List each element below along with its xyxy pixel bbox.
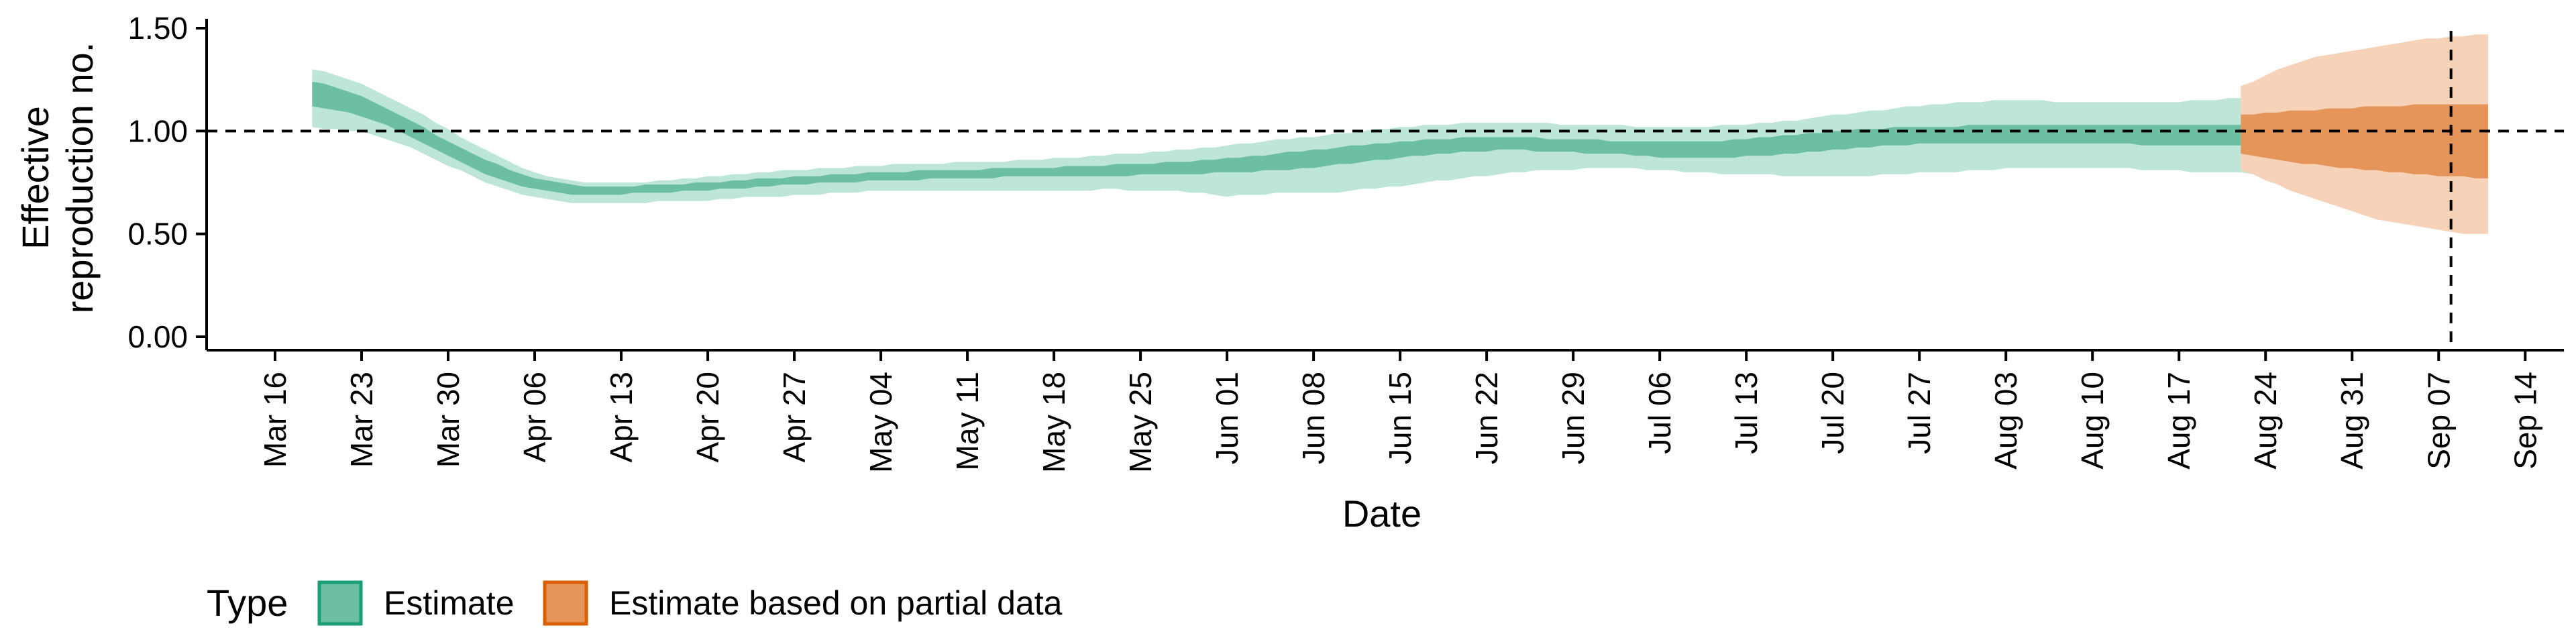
x-tick-label: Jun 01	[1210, 372, 1244, 464]
legend-label-estimate: Estimate	[384, 584, 515, 622]
x-tick-label: Mar 23	[344, 372, 379, 468]
legend-label-partial: Estimate based on partial data	[609, 584, 1063, 622]
x-tick-label: Aug 10	[2075, 372, 2110, 470]
x-tick-label: Jun 22	[1469, 372, 1504, 464]
x-tick-label: Mar 30	[431, 372, 466, 468]
y-tick-label: 1.50	[127, 11, 188, 46]
partial-band-50	[2241, 104, 2488, 178]
x-tick-label: Apr 27	[777, 372, 812, 463]
x-tick-label: Apr 06	[517, 372, 552, 463]
x-tick-label: Sep 07	[2421, 372, 2456, 470]
x-tick-label: Aug 03	[1988, 372, 2023, 470]
estimate-band-50	[312, 81, 2353, 195]
x-tick-label: Aug 17	[2161, 372, 2196, 470]
x-tick-label: May 18	[1036, 372, 1071, 473]
axes: 0.00 0.50 1.00 1.50 Mar 16 Mar 23 Mar 30 Apr 06…	[127, 11, 2564, 473]
y-axis-title-line-2: reproduction no.	[58, 42, 101, 314]
y-tick-label: 0.00	[127, 319, 188, 354]
plot-area	[207, 31, 2564, 350]
x-tick-label: Apr 13	[604, 372, 639, 463]
y-axis-title-line-1: Effective	[14, 106, 56, 250]
x-tick-label: Aug 31	[2334, 372, 2369, 470]
x-tick-label: Sep 14	[2508, 372, 2542, 470]
y-tick-label: 0.50	[127, 217, 188, 252]
y-tick-label: 1.00	[127, 113, 188, 148]
estimate-band-90	[312, 69, 2377, 203]
x-tick-label: May 11	[950, 372, 985, 470]
x-tick-label: Jun 08	[1296, 372, 1331, 464]
legend-key-estimate	[317, 580, 363, 626]
x-tick-label: May 04	[863, 372, 898, 473]
x-tick-label: Jul 20	[1815, 372, 1850, 454]
legend-title: Type	[207, 582, 288, 624]
x-tick-label: Jul 06	[1642, 372, 1677, 454]
x-tick-label: Aug 24	[2248, 372, 2283, 470]
x-tick-label: Jul 27	[1902, 372, 1937, 454]
x-axis-title: Date	[1342, 492, 1421, 535]
x-tick-label: Mar 16	[258, 372, 292, 468]
x-tick-label: Jul 13	[1729, 372, 1764, 454]
legend: Type Estimate Estimate based on partial …	[207, 580, 1063, 626]
x-tick-label: Jun 29	[1556, 372, 1591, 464]
x-tick-label: Jun 15	[1383, 372, 1417, 464]
x-tick-label: Apr 20	[690, 372, 725, 463]
x-tick-label: May 25	[1123, 372, 1158, 473]
legend-key-partial	[543, 580, 588, 626]
